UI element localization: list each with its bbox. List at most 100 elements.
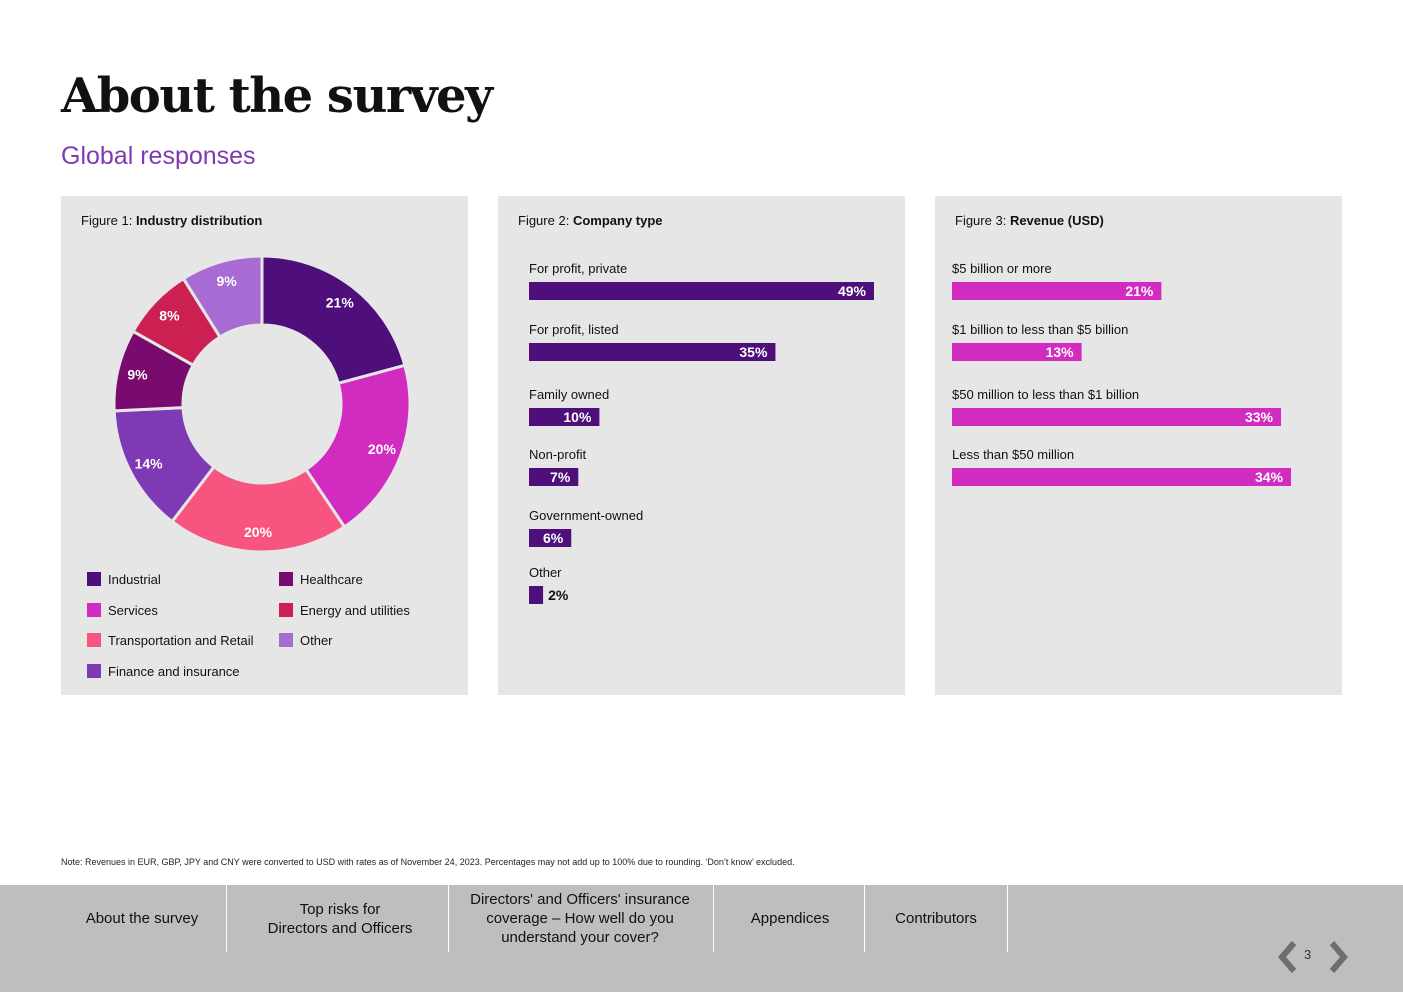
nav-label: Directors' and Officers' insurance cover… (470, 891, 690, 946)
legend-swatch (279, 603, 293, 617)
bar-value-for-profit-listed: 35% (739, 344, 768, 360)
page-navigation: 3 (1276, 939, 1350, 975)
company-type-bar-chart: For profit, private 49% For profit, listed… (529, 261, 874, 604)
legend-item-services: Services (87, 603, 158, 618)
donut-label-industrial: 21% (326, 294, 355, 310)
bar-50-million-to-less-than-1-billion (952, 408, 1282, 426)
donut-slice-other (181, 254, 264, 340)
figure-3-title: Figure 3: Revenue (USD) (955, 213, 1104, 228)
donut-label-services: 20% (368, 441, 397, 457)
bar-for-profit-listed (529, 343, 776, 361)
legend-label: Transportation and Retail (108, 633, 254, 648)
legend-label: Finance and insurance (108, 664, 240, 679)
bar-category-government-owned: Government-owned (529, 508, 643, 523)
bar-5-billion-or-more (952, 282, 1162, 300)
donut-slice-transportation-and-retail (169, 464, 347, 554)
page-subtitle: Global responses (61, 142, 256, 170)
figure-2-panel: Figure 2: Company type For profit, priva… (498, 196, 905, 695)
legend-swatch (87, 572, 101, 586)
legend-label: Healthcare (300, 572, 363, 587)
chevron-left-icon[interactable] (1276, 939, 1300, 975)
bar-for-profit-private (529, 282, 874, 300)
nav-divider (226, 885, 227, 952)
nav-label: Appendices (750, 910, 830, 927)
donut-label-finance-and-insurance: 14% (135, 455, 164, 471)
legend-swatch (87, 633, 101, 647)
bar-category-family-owned: Family owned (529, 387, 609, 402)
bar-category-5-billion-or-more: $5 billion or more (952, 261, 1052, 276)
donut-label-energy-and-utilities: 8% (159, 308, 180, 324)
figure-3-panel: Figure 3: Revenue (USD) $5 billion or mo… (935, 196, 1342, 695)
legend-label: Energy and utilities (300, 603, 410, 618)
bar-value-non-profit: 7% (550, 469, 571, 485)
bar-less-than-50-million (952, 468, 1291, 486)
chevron-right-icon[interactable] (1326, 939, 1350, 975)
legend-item-industrial: Industrial (87, 572, 161, 587)
nav-top-risks[interactable]: Top risks for Directors and Officers (230, 885, 450, 952)
nav-divider (448, 885, 449, 952)
nav-insurance-coverage[interactable]: Directors' and Officers' insurance cover… (452, 885, 708, 952)
donut-label-other: 9% (217, 273, 238, 289)
nav-contributors[interactable]: Contributors (866, 885, 1006, 952)
industry-donut-chart: 21% 20% 20% 14% 9% 8% 9% (112, 254, 412, 554)
nav-divider (864, 885, 865, 952)
figure-1-title: Figure 1: Industry distribution (81, 213, 262, 228)
page-title: About the survey (61, 68, 493, 124)
bar-category-50-million-to-less-than-1-billion: $50 million to less than $1 billion (952, 387, 1139, 402)
legend-label: Services (108, 603, 158, 618)
legend-item-healthcare: Healthcare (279, 572, 363, 587)
donut-label-healthcare: 9% (127, 366, 148, 382)
legend-label: Industrial (108, 572, 161, 587)
figure-3-prefix: Figure 3: (955, 213, 1007, 228)
donut-slice-industrial (260, 254, 407, 386)
bar-category-non-profit: Non-profit (529, 447, 586, 462)
donut-label-transportation-and-retail: 20% (244, 524, 273, 540)
bar-category-other: Other (529, 565, 562, 580)
nav-label: About the survey (85, 910, 199, 927)
figure-2-prefix: Figure 2: (518, 213, 570, 228)
bar-value-for-profit-private: 49% (838, 283, 867, 299)
nav-label: Contributors (895, 910, 977, 927)
nav-about-survey[interactable]: About the survey (60, 885, 224, 952)
page-number: 3 (1304, 947, 1312, 962)
bar-value-family-owned: 10% (563, 409, 592, 425)
figure-1-panel: Figure 1: Industry distribution 21% 20% 20… (61, 196, 468, 695)
legend-item-finance-and-insurance: Finance and insurance (87, 664, 240, 679)
bar-category-for-profit-listed: For profit, listed (529, 322, 619, 337)
figure-3-name: Revenue (USD) (1009, 213, 1104, 228)
figure-2-name: Company type (572, 213, 663, 228)
bar-value-50-million-to-less-than-1-billion: 33% (1245, 409, 1274, 425)
legend-label: Other (300, 633, 333, 648)
bar-value-1-billion-to-less-than-5-billion: 13% (1046, 344, 1075, 360)
nav-divider (1007, 885, 1008, 952)
bar-1-billion-to-less-than-5-billion (952, 343, 1082, 361)
bar-value-less-than-50-million: 34% (1255, 469, 1284, 485)
legend-swatch (87, 664, 101, 678)
legend-swatch (279, 572, 293, 586)
legend-item-transportation-and-retail: Transportation and Retail (87, 633, 254, 648)
legend-swatch (87, 603, 101, 617)
bar-category-for-profit-private: For profit, private (529, 261, 627, 276)
revenue-bar-chart: $5 billion or more 21% $1 billion to less … (952, 261, 1291, 486)
figure-1-prefix: Figure 1: (81, 213, 133, 228)
bar-government-owned (529, 529, 572, 547)
figure-2-title: Figure 2: Company type (518, 213, 663, 228)
legend-item-other: Other (279, 633, 333, 648)
bottom-navigation: About the survey Top risks for Directors… (0, 885, 1403, 992)
donut-slice-services (303, 363, 412, 529)
bar-category-less-than-50-million: Less than $50 million (952, 447, 1074, 462)
nav-divider (713, 885, 714, 952)
bar-value-other: 2% (548, 587, 569, 603)
footnote: Note: Revenues in EUR, GBP, JPY and CNY … (61, 857, 795, 867)
bar-family-owned (529, 408, 600, 426)
bar-value-5-billion-or-more: 21% (1125, 283, 1154, 299)
legend-swatch (279, 633, 293, 647)
nav-label: Top risks for Directors and Officers (267, 900, 413, 937)
bar-category-1-billion-to-less-than-5-billion: $1 billion to less than $5 billion (952, 322, 1128, 337)
nav-appendices[interactable]: Appendices (716, 885, 864, 952)
legend-item-energy-and-utilities: Energy and utilities (279, 603, 410, 618)
figure-1-name: Industry distribution (135, 213, 263, 228)
bar-other (529, 586, 544, 604)
bar-non-profit (529, 468, 579, 486)
bar-value-government-owned: 6% (543, 530, 564, 546)
